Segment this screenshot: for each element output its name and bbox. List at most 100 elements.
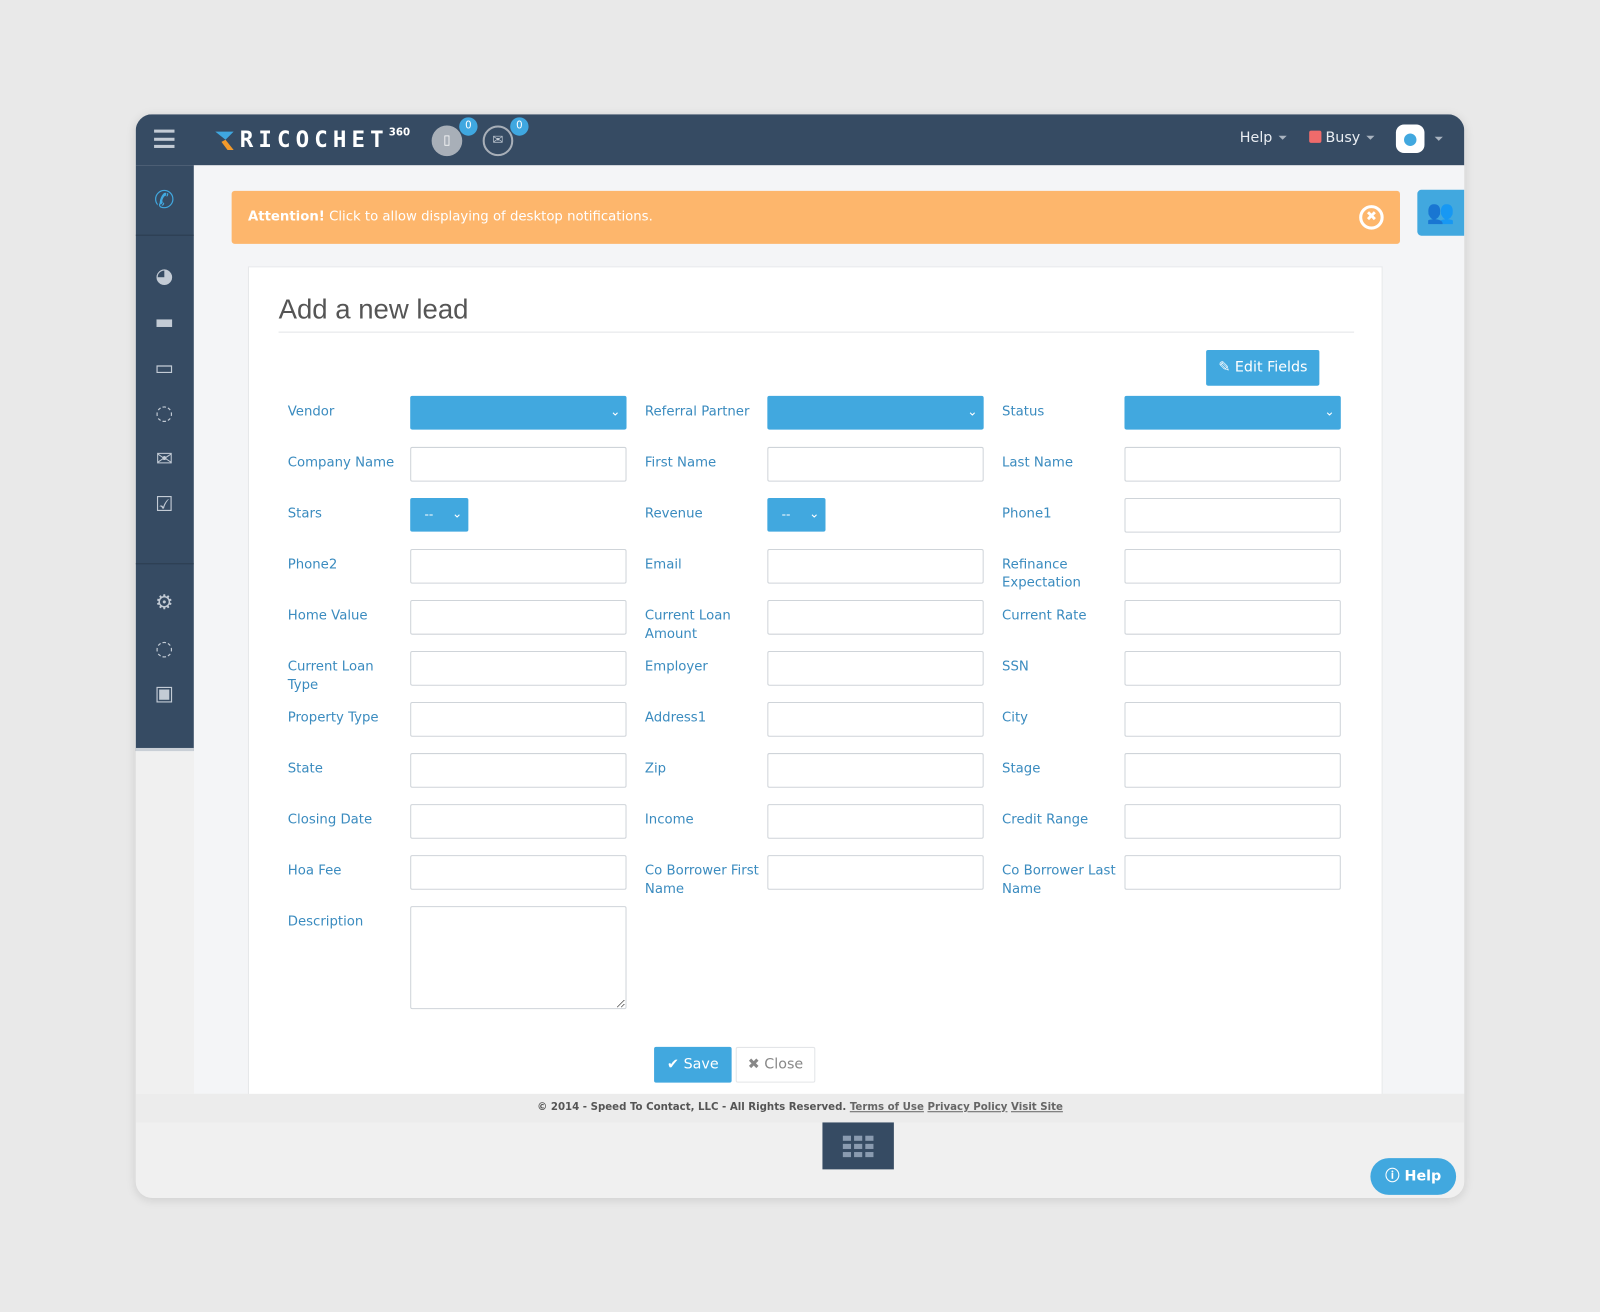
edit-fields-label: Edit Fields (1234, 359, 1308, 376)
label-stars: Stars (287, 506, 322, 522)
help-menu[interactable]: Help (1240, 130, 1287, 146)
hoa-fee-input[interactable] (410, 855, 627, 890)
logo[interactable]: RICOCHET 360 (213, 124, 410, 155)
sidebar: ✆ ◕ ▬ ▭ ◌ ✉ ☑ ⚙ ◌ ▣ (135, 165, 194, 752)
help-widget-label: Help (1404, 1168, 1442, 1185)
co-borrower-first-name-input[interactable] (767, 855, 984, 890)
edit-fields-button[interactable]: ✎ Edit Fields (1206, 349, 1320, 386)
description-input[interactable] (410, 906, 627, 1010)
label-company-name: Company Name (287, 455, 395, 471)
mail-icon[interactable]: ✉ (155, 445, 173, 471)
contacts-folder-icon[interactable]: ▬ (154, 309, 174, 334)
label-co-borrower-first-name: Co Borrower First Name (644, 863, 759, 897)
status-menu[interactable]: Busy (1309, 130, 1375, 146)
caret-down-icon (1366, 135, 1375, 140)
referral-partner-select[interactable]: ⌄ (767, 395, 984, 430)
employer-input[interactable] (767, 651, 984, 686)
property-type-input[interactable] (410, 702, 627, 737)
chevron-down-icon: ⌄ (809, 506, 820, 521)
network-icon[interactable]: ◌ (155, 399, 174, 425)
alert-text: Click to allow displaying of desktop not… (324, 209, 653, 225)
edit-icon: ✎ (1218, 359, 1235, 376)
income-input[interactable] (767, 804, 984, 839)
help-widget-button[interactable]: ⓘ Help (1370, 1158, 1457, 1195)
hamburger-menu-icon[interactable] (154, 129, 175, 148)
stage-input[interactable] (1124, 753, 1341, 788)
label-current-loan-type: Current Loan Type (287, 659, 374, 693)
label-last-name: Last Name (1002, 455, 1074, 471)
phone-dialpad-icon[interactable]: ✆ (154, 185, 175, 215)
revenue-select[interactable]: -- ⌄ (767, 497, 826, 532)
label-phone2: Phone2 (287, 557, 338, 573)
footer: © 2014 - Speed To Contact, LLC - All Rig… (135, 1093, 1465, 1123)
logo-text: RICOCHET (239, 127, 389, 153)
closing-date-input[interactable] (410, 804, 627, 839)
refinance-expectation-input[interactable] (1124, 548, 1341, 584)
label-email: Email (644, 557, 682, 573)
user-menu[interactable]: ● (1395, 124, 1457, 155)
ssn-input[interactable] (1124, 651, 1341, 686)
close-circle-icon[interactable]: ✖ (1359, 205, 1384, 230)
state-input[interactable] (410, 753, 627, 788)
stars-select[interactable]: -- ⌄ (410, 497, 469, 532)
status-indicator (1309, 130, 1322, 143)
label-status: Status (1002, 404, 1045, 420)
status-select[interactable]: ⌄ (1124, 395, 1341, 430)
mail-icon: ✉ (492, 132, 504, 148)
current-rate-input[interactable] (1124, 599, 1341, 635)
app-window: RICOCHET 360 ▯ 0 ✉ 0 Help Busy ● ✆ ◕ ▬ ▭… (135, 114, 1465, 1198)
integrations-icon[interactable]: ◌ (155, 635, 174, 661)
label-income: Income (644, 812, 694, 828)
label-hoa-fee: Hoa Fee (287, 863, 342, 879)
credit-range-input[interactable] (1124, 804, 1341, 839)
label-credit-range: Credit Range (1002, 812, 1089, 828)
monitor-chart-icon[interactable]: ▣ (154, 680, 174, 706)
co-borrower-last-name-input[interactable] (1124, 855, 1341, 890)
close-label: Close (764, 1056, 804, 1073)
label-first-name: First Name (644, 455, 717, 471)
label-current-loan-amount: Current Loan Amount (644, 608, 731, 642)
address1-input[interactable] (767, 702, 984, 737)
add-lead-form: Add a new lead ✎ Edit Fields Vendor ⌄ Refe… (247, 266, 1383, 1114)
tasks-check-icon[interactable]: ☑ (155, 491, 174, 517)
dialpad-toggle-button[interactable] (822, 1122, 894, 1170)
last-name-input[interactable] (1124, 446, 1341, 482)
company-name-input[interactable] (410, 446, 627, 482)
help-menu-label: Help (1239, 129, 1273, 146)
current-loan-amount-input[interactable] (767, 599, 984, 635)
current-loan-type-input[interactable] (410, 651, 627, 686)
privacy-link[interactable]: Privacy Policy (927, 1102, 1008, 1114)
first-name-input[interactable] (767, 446, 984, 482)
email-input[interactable] (767, 548, 984, 584)
messages-button[interactable]: ✉ (482, 125, 514, 157)
phone1-input[interactable] (1124, 497, 1341, 533)
zip-input[interactable] (767, 753, 984, 788)
logo-mark-icon (215, 131, 234, 150)
notification-alert[interactable]: Attention! Click to allow displaying of … (231, 190, 1400, 244)
visit-site-link[interactable]: Visit Site (1011, 1102, 1063, 1114)
label-vendor: Vendor (287, 404, 335, 420)
contacts-panel-button[interactable]: 👥 (1417, 189, 1465, 236)
select-value: -- (781, 507, 791, 522)
label-stage: Stage (1002, 761, 1041, 777)
label-zip: Zip (644, 761, 667, 777)
pie-chart-icon[interactable]: ◕ (155, 263, 174, 288)
vendor-select[interactable]: ⌄ (410, 395, 627, 430)
label-home-value: Home Value (287, 608, 368, 624)
label-employer: Employer (644, 659, 708, 675)
label-closing-date: Closing Date (287, 812, 373, 828)
save-button[interactable]: ✔ Save (654, 1046, 732, 1083)
chat-icon[interactable]: ▭ (154, 355, 174, 380)
logo-sup: 360 (388, 127, 411, 139)
label-refinance-expectation: Refinance Expectation (1002, 557, 1081, 591)
gear-icon[interactable]: ⚙ (155, 589, 174, 615)
phone2-input[interactable] (410, 548, 627, 584)
home-value-input[interactable] (410, 599, 627, 635)
notifications-button[interactable]: ▯ (431, 125, 463, 157)
avatar: ● (1395, 124, 1425, 154)
close-button[interactable]: ✖ Close (735, 1046, 816, 1083)
terms-link[interactable]: Terms of Use (849, 1102, 924, 1114)
page-title: Add a new lead (278, 293, 469, 325)
chevron-down-icon: ⌄ (610, 404, 621, 419)
city-input[interactable] (1124, 702, 1341, 737)
